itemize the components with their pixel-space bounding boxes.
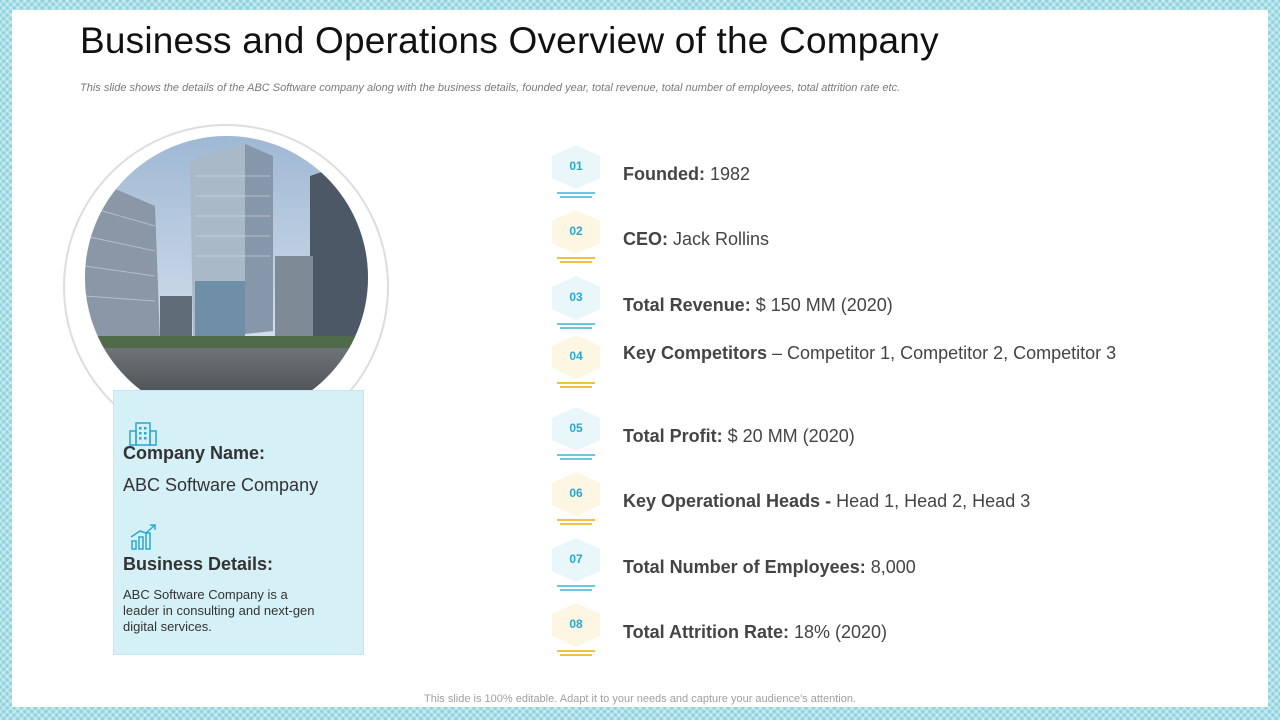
- item-text: Total Profit: $ 20 MM (2020): [623, 425, 1133, 448]
- item-number: 03: [569, 290, 583, 304]
- item-value: $ 20 MM (2020): [722, 426, 855, 446]
- item-text: Total Attrition Rate: 18% (2020): [623, 621, 1133, 644]
- growth-chart-icon: [130, 524, 156, 550]
- number-badge: 08: [548, 603, 604, 661]
- company-name-label: Company Name:: [123, 443, 266, 463]
- item-value: Jack Rollins: [668, 229, 770, 249]
- item-number: 01: [569, 159, 583, 173]
- item-label: Total Attrition Rate:: [623, 622, 789, 642]
- city-buildings-photo: [85, 136, 368, 419]
- item-number: 04: [569, 349, 583, 363]
- footer-note: This slide is 100% editable. Adapt it to…: [424, 693, 856, 705]
- item-number: 02: [569, 224, 583, 238]
- item-value: $ 150 MM (2020): [750, 295, 893, 315]
- building-icon: [129, 422, 157, 446]
- item-number: 07: [569, 552, 583, 566]
- number-badge: 05: [548, 407, 604, 465]
- business-details-text: ABC Software Company is a leader in cons…: [123, 587, 315, 634]
- overview-item: 01 Founded: 1982: [548, 145, 1148, 205]
- company-name-value: ABC Software Company: [123, 475, 319, 495]
- overview-item: 07 Total Number of Employees: 8,000: [548, 538, 1148, 598]
- item-text: Total Revenue: $ 150 MM (2020): [623, 294, 1133, 317]
- overview-item: 03 Total Revenue: $ 150 MM (2020): [548, 276, 1148, 336]
- company-info-card: Company Name: ABC Software Company Busin…: [113, 390, 364, 655]
- overview-item: 04 Key Competitors – Competitor 1, Compet…: [548, 335, 1148, 395]
- item-label: Founded:: [623, 164, 705, 184]
- item-label: Total Revenue:: [623, 295, 751, 315]
- item-label: CEO:: [623, 229, 668, 249]
- number-badge: 01: [548, 145, 604, 203]
- overview-item: 02 CEO: Jack Rollins: [548, 210, 1148, 270]
- number-badge: 04: [548, 335, 604, 393]
- page-title: Business and Operations Overview of the …: [80, 20, 939, 61]
- item-value: 18% (2020): [788, 622, 888, 642]
- overview-item: 05 Total Profit: $ 20 MM (2020): [548, 407, 1148, 467]
- item-text: Key Operational Heads - Head 1, Head 2, …: [623, 490, 1133, 513]
- item-value: 1982: [704, 164, 751, 184]
- item-label: Total Number of Employees:: [623, 557, 866, 577]
- number-badge: 03: [548, 276, 604, 334]
- number-badge: 06: [548, 472, 604, 530]
- item-label: Total Profit:: [623, 426, 723, 446]
- item-number: 05: [569, 421, 583, 435]
- item-label: Key Competitors: [623, 343, 768, 363]
- item-text: Key Competitors – Competitor 1, Competit…: [623, 342, 1133, 365]
- page-subtitle: This slide shows the details of the ABC …: [80, 82, 901, 94]
- item-text: Total Number of Employees: 8,000: [623, 556, 1133, 579]
- overview-item: 06 Key Operational Heads - Head 1, Head 2…: [548, 472, 1148, 532]
- item-label: Key Operational Heads -: [623, 491, 832, 511]
- number-badge: 07: [548, 538, 604, 596]
- item-text: Founded: 1982: [623, 163, 1133, 186]
- item-number: 08: [569, 617, 583, 631]
- item-value: – Competitor 1, Competitor 2, Competitor…: [767, 343, 1117, 363]
- overview-item: 08 Total Attrition Rate: 18% (2020): [548, 603, 1148, 663]
- business-details-label: Business Details:: [123, 554, 274, 574]
- item-text: CEO: Jack Rollins: [623, 228, 1133, 251]
- item-value: 8,000: [865, 557, 916, 577]
- item-value: Head 1, Head 2, Head 3: [831, 491, 1031, 511]
- number-badge: 02: [548, 210, 604, 268]
- item-number: 06: [569, 486, 583, 500]
